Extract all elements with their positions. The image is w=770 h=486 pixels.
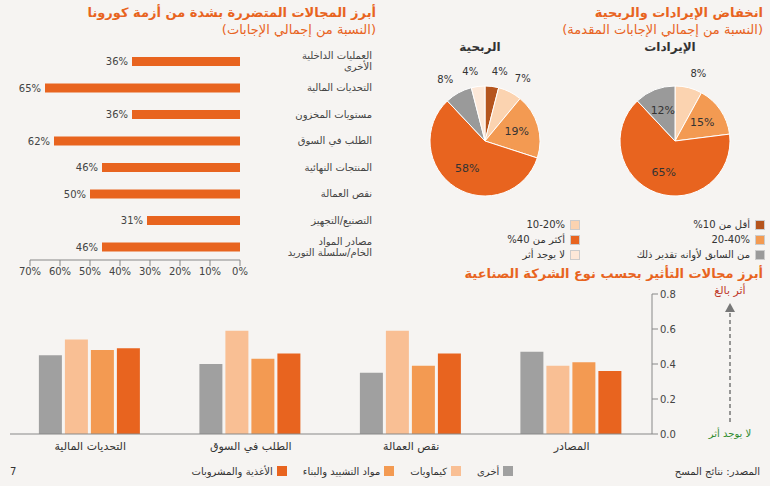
svg-text:مستويات المخزون: مستويات المخزون [295,109,372,121]
html-text:مواد التشييد والبناء: مواد التشييد والبناء [302,465,381,477]
svg-text:4%: 4% [492,66,508,77]
svg-text:0.0: 0.0 [660,429,676,440]
svg-text:نقص العمالة: نقص العمالة [383,440,439,453]
html-text:20-40%: 20-40% [711,234,750,245]
html-text:أبرز مجالات التأثير بحسب نوع ا: أبرز مجالات التأثير بحسب نوع الشركة الصن… [464,266,763,281]
svg-text:العمليات الداخليةالأخرى: العمليات الداخليةالأخرى [302,50,372,72]
html-text:لا يوجد أثر: لا يوجد أثر [522,249,565,260]
svg-text:التحديات المالية: التحديات المالية [307,82,372,93]
html-text:أبرز المجالات المتضررة بشدة من: أبرز المجالات المتضررة بشدة من أزمة كورو… [87,5,376,20]
html-text:الأغذية والمشروبات: الأغذية والمشروبات [191,465,273,477]
svg-text:50%: 50% [79,266,101,277]
svg-text:20%: 20% [169,266,191,277]
html-text:(النسبة من إجمالي الإجابات الم: (النسبة من إجمالي الإجابات المقدمة) [562,22,763,37]
svg-text:8%: 8% [437,74,453,85]
html-text:الإيرادات: الإيرادات [644,40,696,54]
svg-text:8%: 8% [690,68,706,79]
html-text:أقل من 10%: أقل من 10% [693,219,750,230]
svg-text:31%: 31% [121,215,143,226]
html-text:الربحية: الربحية [459,40,501,54]
html-text:أكثر من 40%: أكثر من 40% [507,234,565,245]
svg-text:70%: 70% [19,266,41,277]
svg-text:0.8: 0.8 [660,289,676,300]
svg-text:12%: 12% [651,104,675,117]
svg-text:46%: 46% [76,242,98,253]
svg-text:الطلب في السوق: الطلب في السوق [210,440,292,453]
svg-text:65%: 65% [19,83,41,94]
html-text:لا يوجد أثر: لا يوجد أثر [708,428,752,439]
html-text:المصدر: نتائج المسح: المصدر: نتائج المسح [674,465,760,477]
html-text:أثر بالغ: أثر بالغ [714,284,746,297]
svg-text:46%: 46% [76,162,98,173]
svg-text:10%: 10% [199,266,221,277]
html-text:10-20%: 10-20% [526,219,565,230]
html-text:أخرى: أخرى [477,465,500,477]
html-text:كيماويات: كيماويات [410,465,447,477]
svg-text:الطلب في السوق: الطلب في السوق [298,135,372,147]
html-text:انخفاض الإيرادات والربحية: انخفاض الإيرادات والربحية [594,5,763,20]
svg-text:0.6: 0.6 [660,324,676,335]
svg-text:4%: 4% [462,66,478,77]
svg-text:65%: 65% [652,166,676,179]
svg-text:نقص العمالة: نقص العمالة [321,188,372,199]
svg-text:7%: 7% [515,73,531,84]
html-text:(النسبة من إجمالي الإجابات): (النسبة من إجمالي الإجابات) [221,22,376,37]
svg-text:المصادر: المصادر [553,440,590,453]
svg-text:0.4: 0.4 [660,359,676,370]
svg-text:58%: 58% [455,162,479,175]
svg-text:60%: 60% [49,266,71,277]
html-text:7: 7 [10,465,17,477]
svg-text:مصادر الموادالخام/سلسلة التوري: مصادر الموادالخام/سلسلة التوريد [288,236,372,258]
html-text:من السابق لأوانه تقدير ذلك: من السابق لأوانه تقدير ذلك [636,249,750,260]
svg-text:المنتجات النهائية: المنتجات النهائية [305,162,372,174]
svg-text:19%: 19% [504,125,528,138]
svg-text:30%: 30% [139,266,161,277]
svg-text:36%: 36% [106,56,128,67]
svg-text:0%: 0% [232,266,248,277]
svg-text:0.2: 0.2 [660,394,676,405]
svg-text:التحديات المالية: التحديات المالية [54,440,126,453]
svg-text:التصنيع/التجهيز: التصنيع/التجهيز [310,215,372,227]
svg-text:50%: 50% [64,189,86,200]
svg-text:62%: 62% [28,136,50,147]
svg-text:36%: 36% [106,109,128,120]
svg-text:15%: 15% [690,116,714,129]
svg-text:40%: 40% [109,266,131,277]
